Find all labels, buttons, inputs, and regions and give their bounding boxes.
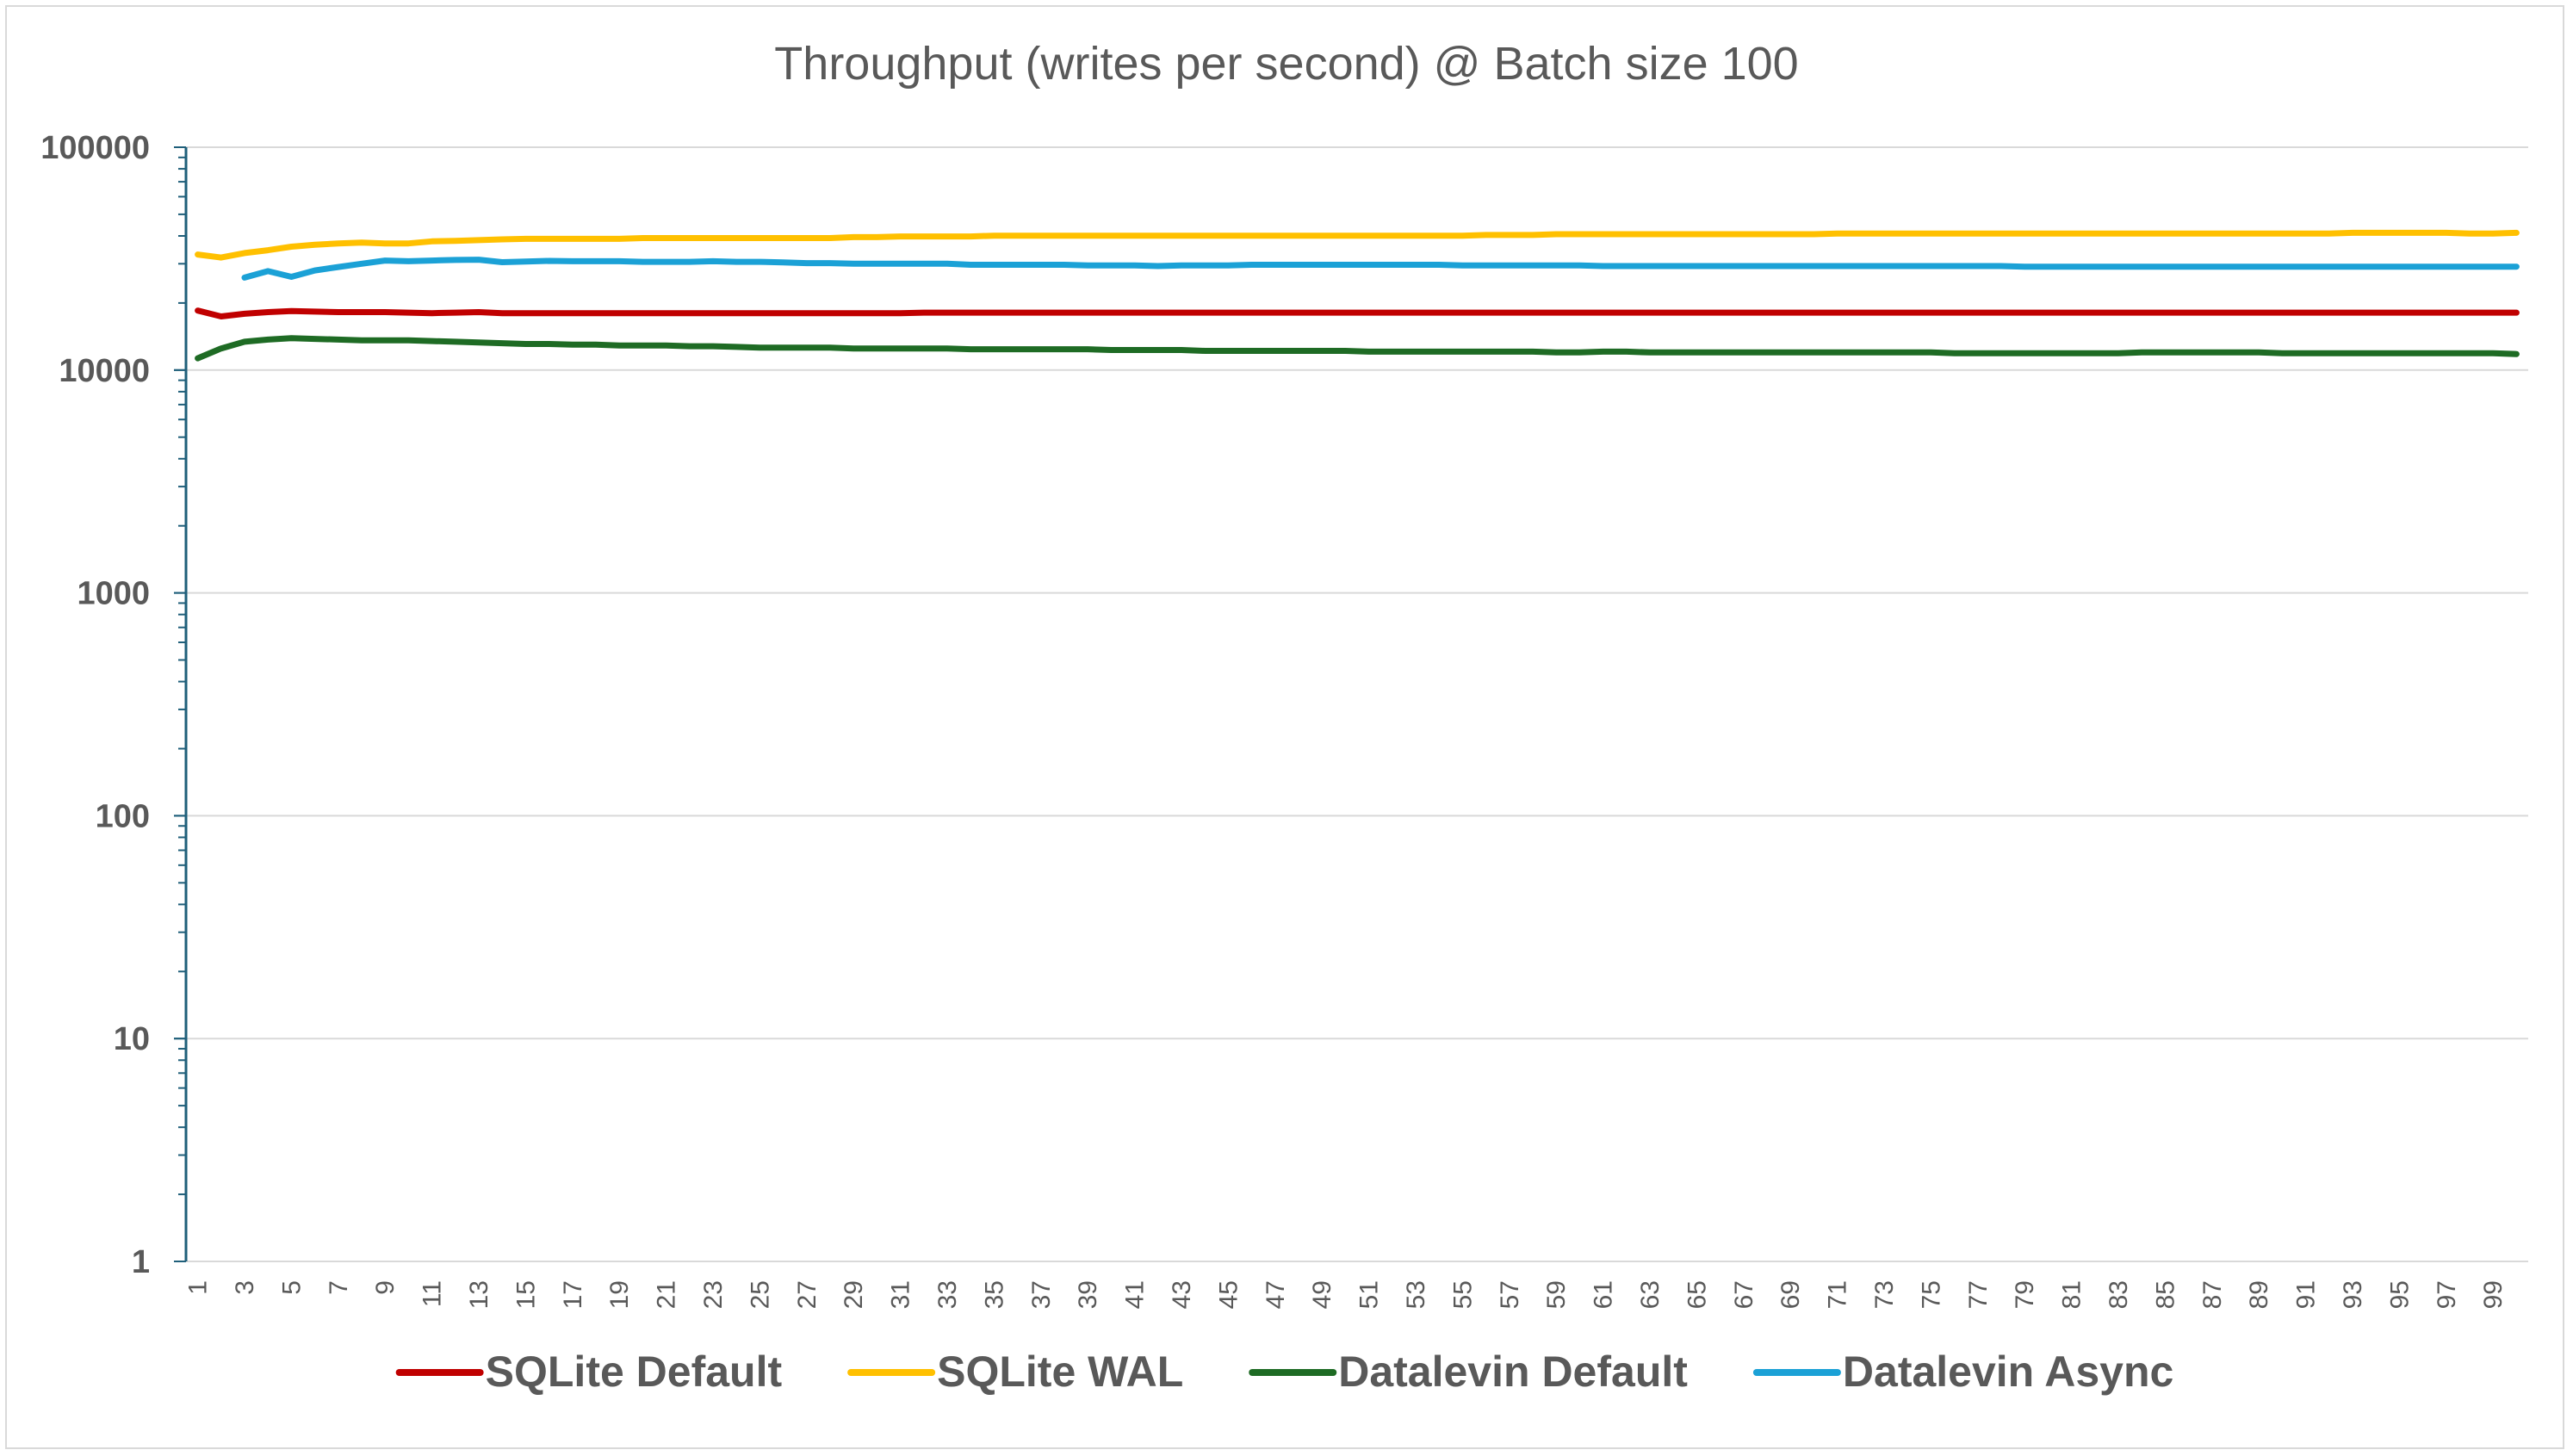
x-tick-label: 15	[512, 1280, 540, 1309]
x-tick-label: 97	[2433, 1280, 2461, 1309]
x-tick-label: 87	[2198, 1280, 2227, 1309]
series-line-sqlite-default	[195, 307, 2520, 319]
x-tick-label: 35	[980, 1280, 1008, 1309]
x-tick-label: 25	[746, 1280, 774, 1309]
legend-label-datalevin-default: Datalevin Default	[1338, 1348, 1688, 1396]
x-tick-label: 73	[1870, 1280, 1899, 1309]
x-tick-label: 31	[887, 1280, 915, 1309]
x-tick-label: 19	[605, 1280, 634, 1309]
x-tick-label: 55	[1448, 1280, 1477, 1309]
x-tick-label: 79	[2011, 1280, 2039, 1309]
x-tick-label: 51	[1355, 1280, 1384, 1309]
gridlines	[186, 146, 2528, 1262]
legend-label-sqlite-default: SQLite Default	[486, 1348, 783, 1396]
x-tick-label: 3	[231, 1280, 259, 1295]
x-tick-label: 65	[1683, 1280, 1711, 1309]
series-line-datalevin-async	[241, 257, 2520, 281]
x-tick-label: 5	[277, 1280, 306, 1295]
x-tick-label: 13	[465, 1280, 493, 1309]
x-tick-label: 77	[1964, 1280, 1993, 1309]
series-line-sqlite-wal	[195, 229, 2520, 261]
x-tick-label: 49	[1308, 1280, 1336, 1309]
legend: SQLite Default SQLite WAL Datalevin Defaul…	[395, 1348, 2173, 1396]
y-tick-label: 10000	[59, 353, 150, 389]
x-tick-label: 95	[2385, 1280, 2414, 1309]
chart-frame	[5, 5, 2564, 1449]
x-tick-label: 67	[1730, 1280, 1758, 1309]
x-tick-label: 45	[1214, 1280, 1243, 1309]
y-tick-labels: 1 10 100 1000 10000 100000	[40, 130, 150, 1280]
chart-title: Throughput (writes per second) @ Batch s…	[774, 38, 1798, 90]
x-tick-label: 41	[1121, 1280, 1150, 1309]
x-tick-label: 53	[1402, 1280, 1430, 1309]
x-tick-label: 23	[699, 1280, 728, 1309]
x-tick-label: 75	[1917, 1280, 1945, 1309]
x-tick-label: 43	[1168, 1280, 1196, 1309]
x-tick-label: 9	[371, 1280, 400, 1295]
x-tick-label: 27	[793, 1280, 822, 1309]
x-tick-label: 61	[1590, 1280, 1618, 1309]
x-tick-label: 39	[1074, 1280, 1102, 1309]
x-tick-label: 85	[2151, 1280, 2179, 1309]
x-tick-label: 17	[559, 1280, 587, 1309]
legend-label-datalevin-async: Datalevin Async	[1843, 1348, 2173, 1396]
y-axis	[174, 146, 188, 1262]
series-lines	[195, 229, 2520, 362]
x-tick-label: 1	[184, 1280, 213, 1295]
series-line-datalevin-default	[195, 335, 2520, 362]
x-tick-label: 29	[840, 1280, 868, 1309]
x-tick-label: 11	[418, 1280, 447, 1307]
x-tick-label: 21	[653, 1280, 681, 1309]
x-tick-label: 81	[2058, 1280, 2086, 1309]
legend-label-sqlite-wal: SQLite WAL	[937, 1348, 1183, 1396]
y-tick-label: 1	[132, 1244, 150, 1280]
x-tick-label: 59	[1542, 1280, 1571, 1309]
y-tick-label: 10	[114, 1021, 150, 1057]
x-tick-label: 63	[1636, 1280, 1665, 1309]
x-tick-labels: 1 3 5 7 9 11 13 15 17 19 21 23 25 27 29 31 33 35 37 39 41 43 4…	[184, 1280, 2508, 1309]
y-tick-label: 1000	[77, 576, 150, 612]
x-tick-label: 99	[2479, 1280, 2508, 1309]
x-tick-label: 69	[1776, 1280, 1805, 1309]
x-tick-label: 57	[1496, 1280, 1524, 1309]
x-tick-label: 89	[2245, 1280, 2273, 1309]
x-tick-label: 33	[933, 1280, 962, 1309]
x-tick-label: 83	[2105, 1280, 2133, 1309]
x-tick-label: 7	[325, 1280, 353, 1295]
x-tick-label: 93	[2339, 1280, 2367, 1309]
x-tick-label: 47	[1262, 1280, 1290, 1309]
x-tick-label: 71	[1824, 1280, 1852, 1309]
x-tick-label: 91	[2292, 1280, 2321, 1309]
y-tick-label: 100	[96, 798, 150, 834]
y-tick-label: 100000	[40, 130, 150, 166]
x-tick-label: 37	[1027, 1280, 1056, 1309]
